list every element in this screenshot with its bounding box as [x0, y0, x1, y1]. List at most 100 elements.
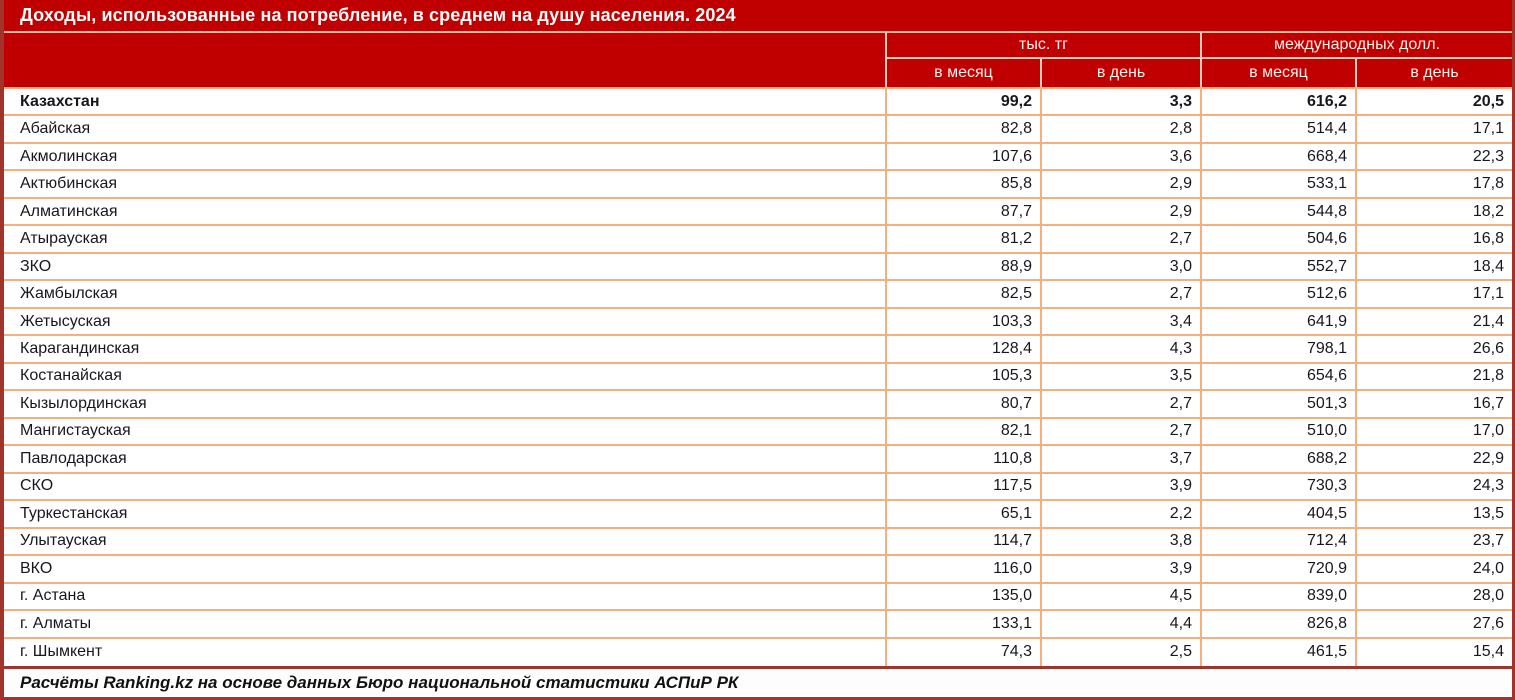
- region-cell: Костанайская: [4, 364, 885, 391]
- value-tenge-month: 74,3: [885, 639, 1040, 666]
- value-tenge-month: 85,8: [885, 171, 1040, 198]
- region-cell: г. Алматы: [4, 611, 885, 638]
- value-tenge-month: 87,7: [885, 199, 1040, 226]
- value-tenge-day: 2,7: [1040, 281, 1200, 308]
- value-tenge-month: 99,2: [885, 89, 1040, 116]
- value-tenge-day: 3,0: [1040, 254, 1200, 281]
- value-tenge-day: 3,6: [1040, 144, 1200, 171]
- value-usd-month: 514,4: [1200, 116, 1355, 143]
- region-cell: г. Шымкент: [4, 639, 885, 666]
- region-cell: ВКО: [4, 556, 885, 583]
- value-tenge-day: 3,3: [1040, 89, 1200, 116]
- value-usd-month: 504,6: [1200, 226, 1355, 253]
- value-usd-day: 17,1: [1355, 281, 1512, 308]
- value-tenge-day: 2,7: [1040, 226, 1200, 253]
- region-cell: Кызылординская: [4, 391, 885, 418]
- value-tenge-day: 4,3: [1040, 336, 1200, 363]
- value-usd-day: 17,1: [1355, 116, 1512, 143]
- value-usd-month: 688,2: [1200, 446, 1355, 473]
- value-tenge-month: 82,1: [885, 419, 1040, 446]
- value-usd-day: 23,7: [1355, 529, 1512, 556]
- value-tenge-month: 65,1: [885, 501, 1040, 528]
- region-cell: Улытауская: [4, 529, 885, 556]
- value-usd-day: 17,0: [1355, 419, 1512, 446]
- value-tenge-month: 117,5: [885, 474, 1040, 501]
- value-tenge-day: 4,4: [1040, 611, 1200, 638]
- value-tenge-day: 3,8: [1040, 529, 1200, 556]
- value-usd-day: 16,8: [1355, 226, 1512, 253]
- value-usd-month: 404,5: [1200, 501, 1355, 528]
- value-usd-day: 13,5: [1355, 501, 1512, 528]
- value-usd-day: 21,8: [1355, 364, 1512, 391]
- value-usd-day: 24,0: [1355, 556, 1512, 583]
- region-cell: Жамбылская: [4, 281, 885, 308]
- value-usd-day: 22,3: [1355, 144, 1512, 171]
- value-tenge-day: 2,8: [1040, 116, 1200, 143]
- value-usd-month: 798,1: [1200, 336, 1355, 363]
- region-cell: ЗКО: [4, 254, 885, 281]
- value-tenge-month: 133,1: [885, 611, 1040, 638]
- region-cell: Алматинская: [4, 199, 885, 226]
- value-tenge-day: 3,9: [1040, 474, 1200, 501]
- value-usd-month: 641,9: [1200, 309, 1355, 336]
- value-usd-month: 544,8: [1200, 199, 1355, 226]
- region-cell: Абайская: [4, 116, 885, 143]
- value-usd-day: 18,4: [1355, 254, 1512, 281]
- value-tenge-day: 2,7: [1040, 419, 1200, 446]
- region-cell: Жетысуская: [4, 309, 885, 336]
- value-usd-month: 720,9: [1200, 556, 1355, 583]
- value-tenge-day: 4,5: [1040, 584, 1200, 611]
- value-usd-day: 22,9: [1355, 446, 1512, 473]
- value-tenge-month: 80,7: [885, 391, 1040, 418]
- value-tenge-month: 88,9: [885, 254, 1040, 281]
- header-corner-cell: [4, 33, 885, 87]
- value-tenge-day: 2,5: [1040, 639, 1200, 666]
- value-usd-day: 28,0: [1355, 584, 1512, 611]
- value-usd-day: 27,6: [1355, 611, 1512, 638]
- value-tenge-month: 114,7: [885, 529, 1040, 556]
- region-cell: Карагандинская: [4, 336, 885, 363]
- value-usd-month: 461,5: [1200, 639, 1355, 666]
- value-tenge-month: 116,0: [885, 556, 1040, 583]
- value-tenge-day: 3,4: [1040, 309, 1200, 336]
- value-usd-day: 26,6: [1355, 336, 1512, 363]
- region-cell: Казахстан: [4, 89, 885, 116]
- value-usd-month: 668,4: [1200, 144, 1355, 171]
- value-usd-month: 501,3: [1200, 391, 1355, 418]
- column-group-international-dollars: международных долл.: [1200, 33, 1512, 59]
- column-header-usd-per-day: в день: [1355, 59, 1512, 87]
- table-header: тыс. тг международных долл. в месяц в де…: [4, 33, 1512, 89]
- region-cell: Туркестанская: [4, 501, 885, 528]
- value-tenge-day: 2,9: [1040, 171, 1200, 198]
- value-tenge-month: 82,5: [885, 281, 1040, 308]
- value-usd-month: 512,6: [1200, 281, 1355, 308]
- value-usd-month: 616,2: [1200, 89, 1355, 116]
- value-usd-day: 18,2: [1355, 199, 1512, 226]
- source-note: Расчёты Ranking.kz на основе данных Бюро…: [4, 666, 1512, 697]
- region-cell: г. Астана: [4, 584, 885, 611]
- value-usd-month: 552,7: [1200, 254, 1355, 281]
- region-cell: Актюбинская: [4, 171, 885, 198]
- column-header-tenge-per-month: в месяц: [885, 59, 1040, 87]
- table-body: Казахстан99,23,3616,220,5Абайская82,82,8…: [4, 89, 1512, 666]
- value-tenge-month: 135,0: [885, 584, 1040, 611]
- value-tenge-day: 3,9: [1040, 556, 1200, 583]
- value-usd-month: 712,4: [1200, 529, 1355, 556]
- value-tenge-day: 3,5: [1040, 364, 1200, 391]
- value-usd-day: 21,4: [1355, 309, 1512, 336]
- value-usd-month: 826,8: [1200, 611, 1355, 638]
- page-title: Доходы, использованные на потребление, в…: [4, 0, 1512, 33]
- value-usd-month: 510,0: [1200, 419, 1355, 446]
- value-usd-day: 17,8: [1355, 171, 1512, 198]
- value-tenge-day: 2,7: [1040, 391, 1200, 418]
- value-usd-day: 20,5: [1355, 89, 1512, 116]
- value-tenge-month: 81,2: [885, 226, 1040, 253]
- value-usd-month: 730,3: [1200, 474, 1355, 501]
- value-usd-month: 533,1: [1200, 171, 1355, 198]
- value-usd-month: 654,6: [1200, 364, 1355, 391]
- value-tenge-day: 2,2: [1040, 501, 1200, 528]
- column-group-thousand-tenge: тыс. тг: [885, 33, 1200, 59]
- value-tenge-month: 103,3: [885, 309, 1040, 336]
- region-cell: Павлодарская: [4, 446, 885, 473]
- region-cell: Мангистауская: [4, 419, 885, 446]
